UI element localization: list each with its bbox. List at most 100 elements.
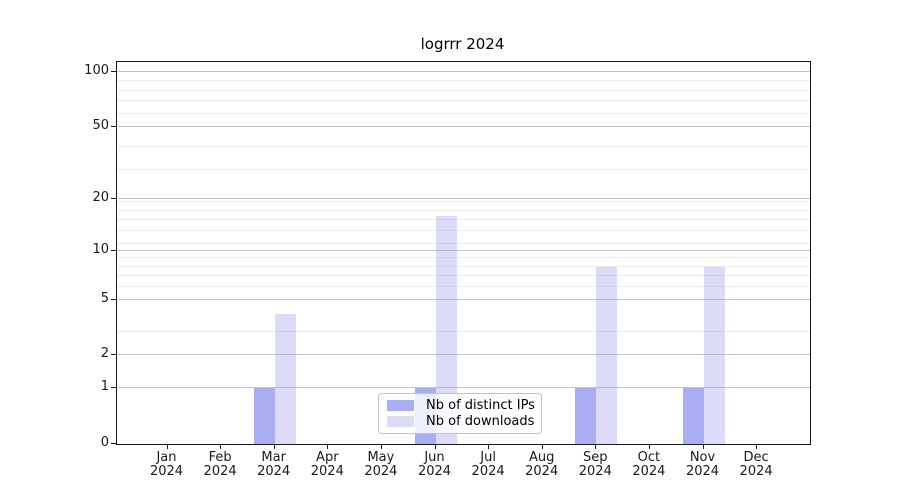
y-tick-mark — [111, 125, 116, 127]
y-tick-label: 50 — [92, 117, 109, 133]
x-tick-month: May — [367, 450, 395, 465]
minor-gridline — [117, 265, 810, 267]
y-tick-label: 100 — [84, 62, 109, 78]
x-tick-mark — [273, 444, 275, 449]
gridlines-layer — [117, 62, 810, 444]
x-tick-mark — [327, 444, 329, 449]
minor-gridline — [117, 112, 810, 114]
x-tick-year: 2024 — [578, 464, 612, 479]
x-tick-mark — [166, 444, 168, 449]
x-tick-year: 2024 — [685, 464, 720, 479]
x-tick-label-dec: Dec 2024 — [726, 451, 786, 479]
x-tick-month: Nov — [689, 450, 716, 465]
minor-gridline — [117, 80, 810, 82]
y-tick-label: 0 — [100, 435, 109, 450]
y-tick-mark — [111, 298, 116, 300]
y-tick-label: 20 — [92, 189, 109, 205]
x-tick-month: Apr — [316, 450, 339, 465]
major-gridline — [117, 197, 810, 199]
y-tick-mark — [111, 443, 116, 444]
y-tick-mark — [111, 249, 116, 251]
bar-distinct-ips-mar — [253, 388, 275, 444]
x-tick-label-oct: Oct 2024 — [619, 451, 679, 479]
x-tick-label-mar: Mar 2024 — [244, 451, 304, 479]
y-tick-label: 5 — [100, 290, 109, 306]
minor-gridline — [117, 100, 810, 102]
x-tick-label-jun: Jun 2024 — [405, 451, 465, 479]
minor-gridline — [117, 286, 810, 288]
major-gridline — [117, 354, 810, 356]
bar-downloads-sep — [596, 266, 618, 444]
minor-gridline — [117, 331, 810, 333]
x-tick-month: Feb — [208, 450, 232, 465]
y-tick-mark — [111, 70, 116, 72]
x-tick-year: 2024 — [364, 464, 398, 479]
x-tick-mark — [702, 444, 704, 449]
minor-gridline — [117, 275, 810, 277]
x-tick-month: Aug — [528, 450, 555, 465]
major-gridline — [117, 249, 810, 251]
major-gridline — [117, 298, 810, 300]
bars-layer — [117, 62, 810, 444]
major-gridline — [117, 70, 810, 72]
y-tick-label: 2 — [100, 346, 109, 362]
x-tick-mark — [756, 444, 758, 449]
legend-swatch-icon — [387, 400, 414, 412]
x-tick-month: Dec — [743, 450, 769, 465]
bar-distinct-ips-sep — [575, 388, 597, 444]
bar-downloads-mar — [274, 314, 296, 444]
legend: Nb of distinct IPs Nb of downloads — [378, 393, 542, 434]
major-gridline — [117, 387, 810, 389]
legend-row-downloads: Nb of downloads — [387, 413, 535, 429]
legend-label: Nb of downloads — [426, 413, 535, 429]
minor-gridline — [117, 201, 810, 203]
x-tick-mark — [220, 444, 222, 449]
x-tick-year: 2024 — [149, 464, 184, 479]
minor-gridline — [117, 89, 810, 91]
bar-downloads-nov — [703, 266, 725, 444]
x-tick-label-feb: Feb 2024 — [190, 451, 250, 479]
x-tick-label-nov: Nov 2024 — [673, 451, 733, 479]
x-tick-mark — [380, 444, 382, 449]
x-tick-year: 2024 — [525, 464, 559, 479]
bar-downloads-jun — [435, 215, 457, 444]
chart-title: logrrr 2024 — [420, 35, 505, 53]
x-tick-year: 2024 — [257, 464, 291, 479]
x-tick-mark — [488, 444, 490, 449]
y-tick-mark — [111, 387, 116, 389]
major-gridline — [117, 125, 810, 127]
minor-gridline — [117, 257, 810, 259]
x-tick-year: 2024 — [310, 464, 344, 479]
minor-gridline — [117, 145, 810, 147]
minor-gridline — [117, 242, 810, 244]
x-tick-month: Mar — [261, 450, 286, 465]
x-tick-month: Sep — [583, 450, 608, 465]
x-tick-label-apr: Apr 2024 — [297, 451, 357, 479]
minor-gridline — [117, 219, 810, 221]
legend-swatch-icon — [387, 415, 414, 427]
x-tick-label-jul: Jul 2024 — [458, 451, 518, 479]
bar-distinct-ips-nov — [682, 388, 704, 444]
x-tick-month: Jul — [480, 450, 496, 465]
x-tick-mark — [434, 444, 436, 449]
plot-area — [116, 61, 811, 445]
minor-gridline — [117, 230, 810, 232]
x-tick-year: 2024 — [632, 464, 666, 479]
x-tick-mark — [648, 444, 650, 449]
x-tick-label-sep: Sep 2024 — [565, 451, 625, 479]
x-tick-label-jan: Jan 2024 — [137, 451, 197, 479]
y-tick-mark — [111, 197, 116, 199]
x-tick-year: 2024 — [471, 464, 505, 479]
x-tick-month: Oct — [637, 450, 661, 465]
x-tick-year: 2024 — [739, 464, 773, 479]
x-tick-label-may: May 2024 — [351, 451, 411, 479]
x-tick-year: 2024 — [203, 464, 237, 479]
x-tick-year: 2024 — [417, 464, 452, 479]
minor-gridline — [117, 209, 810, 211]
x-tick-month: Jun — [424, 450, 445, 465]
y-tick-label: 10 — [92, 241, 109, 257]
x-tick-mark — [541, 444, 543, 449]
y-tick-mark — [111, 354, 116, 356]
legend-label: Nb of distinct IPs — [426, 398, 535, 414]
minor-gridline — [117, 168, 810, 170]
